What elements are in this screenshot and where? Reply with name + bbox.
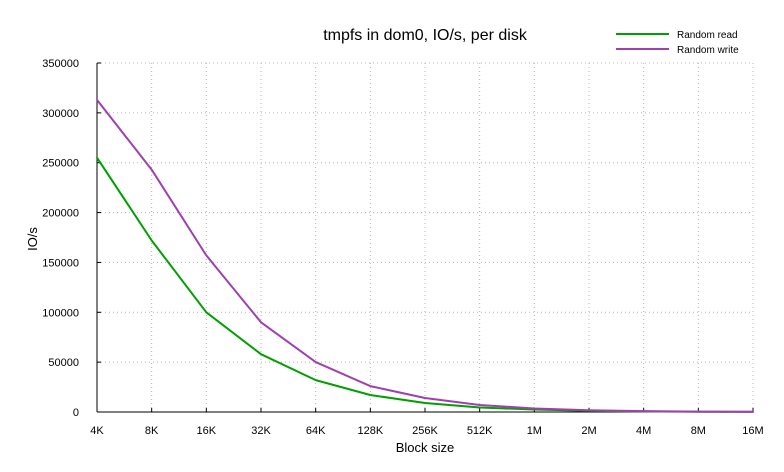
x-tick-label: 512K (467, 425, 493, 437)
x-tick-label: 16M (742, 425, 763, 437)
x-tick-label: 4K (90, 425, 104, 437)
x-tick-label: 16K (197, 425, 217, 437)
y-tick-label: 250000 (42, 158, 79, 170)
legend-label-random-read: Random read (677, 30, 738, 41)
y-tick-label: 0 (73, 407, 79, 419)
y-tick-label: 300000 (42, 108, 79, 120)
y-axis-label: IO/s (25, 227, 40, 251)
y-tick-label: 200000 (42, 208, 79, 220)
y-tick-label: 350000 (42, 58, 79, 70)
tick-label-layer: 0 50000 100000 150000 200000 250000 300000 3500… (42, 58, 763, 437)
x-tick-label: 64K (306, 425, 326, 437)
x-tick-label: 32K (251, 425, 271, 437)
legend-label-random-write: Random write (677, 45, 739, 56)
x-tick-label: 128K (357, 425, 383, 437)
x-tick-label: 8K (145, 425, 159, 437)
y-tick-label: 100000 (42, 307, 79, 319)
x-tick-label: 2M (581, 425, 596, 437)
series-layer (96, 98, 754, 413)
y-tick-label: 50000 (48, 357, 79, 369)
x-tick-label: 1M (527, 425, 542, 437)
series-line-random-write (96, 98, 754, 413)
x-tick-label: 8M (691, 425, 706, 437)
legend: Random read Random write (616, 30, 739, 56)
y-tick-label: 150000 (42, 257, 79, 269)
chart-title: tmpfs in dom0, IO/s, per disk (323, 27, 528, 44)
x-tick-label: 4M (636, 425, 651, 437)
x-axis-label: Block size (396, 440, 455, 455)
x-tick-label: 256K (412, 425, 438, 437)
